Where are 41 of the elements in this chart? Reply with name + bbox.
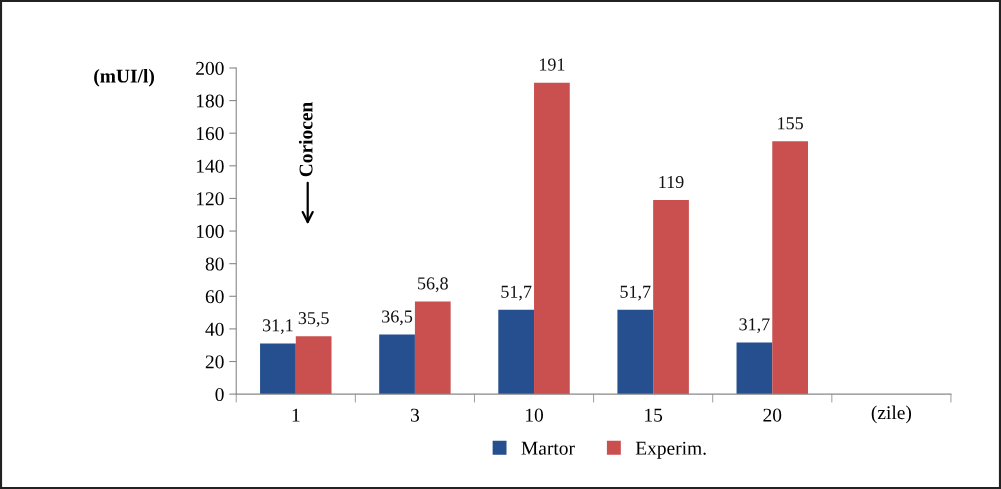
bar [736, 342, 773, 395]
data-label: 31,1 [262, 319, 293, 335]
y-tick-label: 0 [215, 387, 224, 402]
y-tick-label: 100 [196, 224, 224, 238]
data-label: 155 [778, 117, 803, 130]
bar [498, 309, 535, 395]
data-label: 51,7 [620, 285, 651, 301]
bar [534, 82, 570, 395]
y-tick-label: 80 [205, 257, 224, 271]
bar [772, 141, 809, 395]
data-label: 51,7 [501, 285, 532, 301]
x-tick-label: 10 [526, 408, 544, 422]
data-label: 31,7 [739, 318, 770, 334]
x-tick-label: 3 [410, 408, 420, 422]
y-tick-label: 140 [196, 159, 224, 173]
bar [414, 301, 451, 395]
legend-label: Martor [521, 441, 575, 455]
y-tick-label: 60 [205, 290, 224, 304]
data-label: 191 [539, 58, 565, 71]
y-tick-label: 20 [205, 355, 224, 369]
data-label: 36,5 [382, 310, 413, 326]
y-tick-label: 200 [196, 61, 224, 75]
bar [617, 309, 654, 395]
y-tick-label: 180 [196, 94, 224, 108]
y-axis-title: (mUI/l) [94, 68, 154, 87]
x-tick-label: 1 [292, 408, 300, 422]
data-label: 119 [659, 175, 684, 189]
data-label: 35,5 [298, 312, 329, 327]
data-label: 56,8 [418, 277, 448, 293]
legend-label: Experim. [635, 441, 706, 459]
x-axis-title: (zile) [871, 405, 912, 424]
bar [295, 336, 332, 395]
bar [653, 200, 689, 395]
x-tick-label: 15 [645, 408, 663, 422]
bar [379, 334, 415, 395]
x-tick-label: 20 [763, 408, 782, 422]
y-tick-label: 40 [205, 322, 224, 336]
bar [260, 343, 296, 395]
y-tick-label: 160 [196, 127, 224, 141]
annotation: Coriocen [298, 102, 313, 177]
y-tick-label: 120 [196, 192, 224, 206]
